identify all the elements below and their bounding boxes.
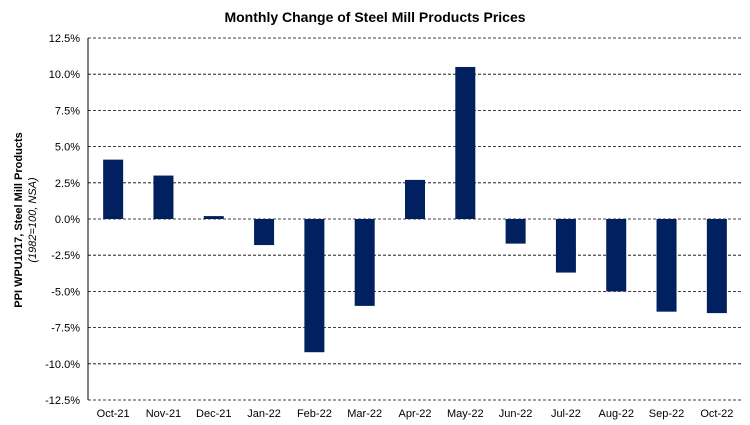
bar-apr-22 [405,179,425,219]
y-tick-label: -10.0% [45,359,80,371]
x-tick-label: Aug-22 [598,408,633,420]
bar-dec-21 [203,216,224,219]
bar-mar-22 [354,219,375,306]
x-tick-label: Oct-22 [700,408,733,420]
x-tick-label: Nov-21 [146,408,181,420]
y-tick-labels: 12.5% 10.0% 7.5% 5.0% 2.5% 0.0% -2.5% -5.0% -7.5… [45,33,80,407]
y-tick-label: -7.5% [51,323,80,335]
y-tick-label: -12.5% [45,395,80,407]
y-tick-label: 10.0% [49,69,80,81]
bar-oct-22 [706,219,727,314]
bar-may-22 [455,66,476,220]
y-axis-subtitle: (1982=100, NSA) [27,177,39,263]
x-tick-label: May-22 [447,408,484,420]
x-tick-label: Dec-21 [196,408,231,420]
bar-feb-22 [304,219,325,353]
bar-sep-22 [656,219,677,312]
x-tick-labels: Oct-21 Nov-21 Dec-21 Jan-22 Feb-22 Mar-22 Apr-… [97,408,734,420]
y-tick-label: 7.5% [55,105,80,117]
x-tick-label: Sep-22 [649,408,684,420]
chart-title: Monthly Change of Steel Mill Products Pr… [224,9,525,25]
y-axis-label: PPI WPU1017, Steel Mill Products (1982=1… [13,132,39,307]
bars [103,66,727,353]
y-tick-label: 12.5% [49,33,80,45]
y-tick-label: 0.0% [55,214,80,226]
y-axis-title: PPI WPU1017, Steel Mill Products [13,132,25,307]
x-tick-label: Jun-22 [499,408,533,420]
y-tick-label: -5.0% [51,286,80,298]
x-tick-label: Jul-22 [551,408,581,420]
y-tick-label: -2.5% [51,250,80,262]
bar-oct-21 [103,159,124,219]
bar-jan-22 [254,219,275,246]
y-tick-label: 5.0% [55,142,80,154]
gridlines [87,37,742,401]
x-tick-label: Apr-22 [398,408,431,420]
bar-aug-22 [606,219,627,292]
x-tick-label: Jan-22 [247,408,281,420]
bar-nov-21 [153,175,174,219]
x-tick-label: Oct-21 [97,408,130,420]
x-tick-label: Mar-22 [347,408,382,420]
bar-jun-22 [505,219,526,244]
bar-jul-22 [555,219,576,273]
y-tick-label: 2.5% [55,178,80,190]
x-tick-label: Feb-22 [297,408,332,420]
